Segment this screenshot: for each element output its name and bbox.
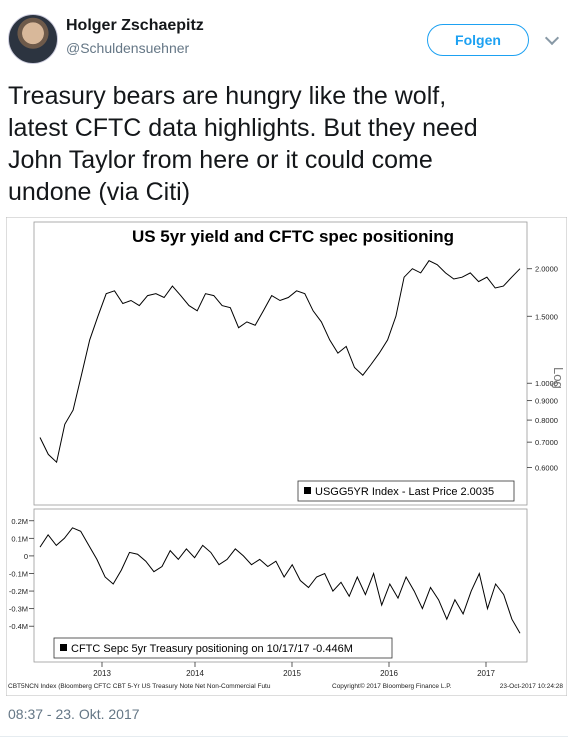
footer-copyright: Copyright© 2017 Bloomberg Finance L.P. (332, 682, 452, 690)
divider (0, 736, 568, 737)
follow-button[interactable]: Folgen (427, 24, 529, 56)
user-name[interactable]: Holger Zschaepitz (66, 17, 204, 34)
y-tick-label: 2.0000 (535, 265, 558, 274)
y-tick-label: 0.2M (11, 517, 28, 526)
avatar[interactable] (8, 14, 58, 64)
tweet-line: Treasury bears are hungry like the wolf, (8, 82, 447, 110)
positioning-series-line (39, 527, 521, 634)
chevron-down-icon[interactable] (544, 30, 560, 46)
x-tick-label: 2017 (477, 669, 495, 678)
tweet-line: latest CFTC data highlights. But they ne… (8, 114, 478, 142)
chart-title: US 5yr yield and CFTC spec positioning (132, 227, 454, 246)
footer-source: CBT5NCN Index (Bloomberg CFTC CBT 5-Yr U… (8, 683, 271, 690)
legend-swatch (304, 487, 311, 494)
y-tick-label: 0.1M (11, 534, 28, 543)
bottom-legend (53, 637, 393, 659)
top-legend-label: USGG5YR Index - Last Price 2.0035 (315, 486, 494, 498)
top-legend (297, 480, 515, 502)
y-tick-label: 1.5000 (535, 312, 558, 321)
x-tick-label: 2016 (380, 669, 398, 678)
tweet-line: undone (via Citi) (8, 178, 191, 206)
y-tick-label: 1.0000 (535, 379, 558, 388)
bottom-legend-label: CFTC Sepc 5yr Treasury positioning on 10… (71, 643, 353, 655)
x-tick-label: 2014 (186, 669, 204, 678)
axis-scale-label: Log (551, 367, 566, 389)
y-tick-label: 0 (24, 552, 28, 561)
y-tick-label: -0.2M (9, 587, 28, 596)
user-handle[interactable]: @Schuldensuehner (66, 40, 190, 56)
tweet-text: Treasury bears are hungry like the wolf,… (8, 80, 560, 208)
x-tick-label: 2015 (283, 669, 301, 678)
chart-image: US 5yr yield and CFTC spec positioning 2… (6, 217, 567, 696)
y-tick-label: -0.1M (9, 569, 28, 578)
yield-series-line (39, 260, 521, 464)
legend-swatch (60, 644, 67, 651)
top-panel (33, 221, 528, 506)
x-tick-label: 2013 (93, 669, 111, 678)
bottom-panel (33, 508, 528, 663)
timestamp[interactable]: 08:37 - 23. Okt. 2017 (8, 706, 140, 722)
y-tick-label: 0.8000 (535, 416, 558, 425)
y-tick-label: 0.9000 (535, 397, 558, 406)
y-tick-label: 0.7000 (535, 438, 558, 447)
tweet-line: John Taylor from here or it could come (8, 146, 433, 174)
y-tick-label: -0.3M (9, 605, 28, 614)
y-tick-label: 0.6000 (535, 464, 558, 473)
footer-date: 23-Oct-2017 10:24:28 (500, 683, 564, 690)
y-tick-label: -0.4M (9, 622, 28, 631)
